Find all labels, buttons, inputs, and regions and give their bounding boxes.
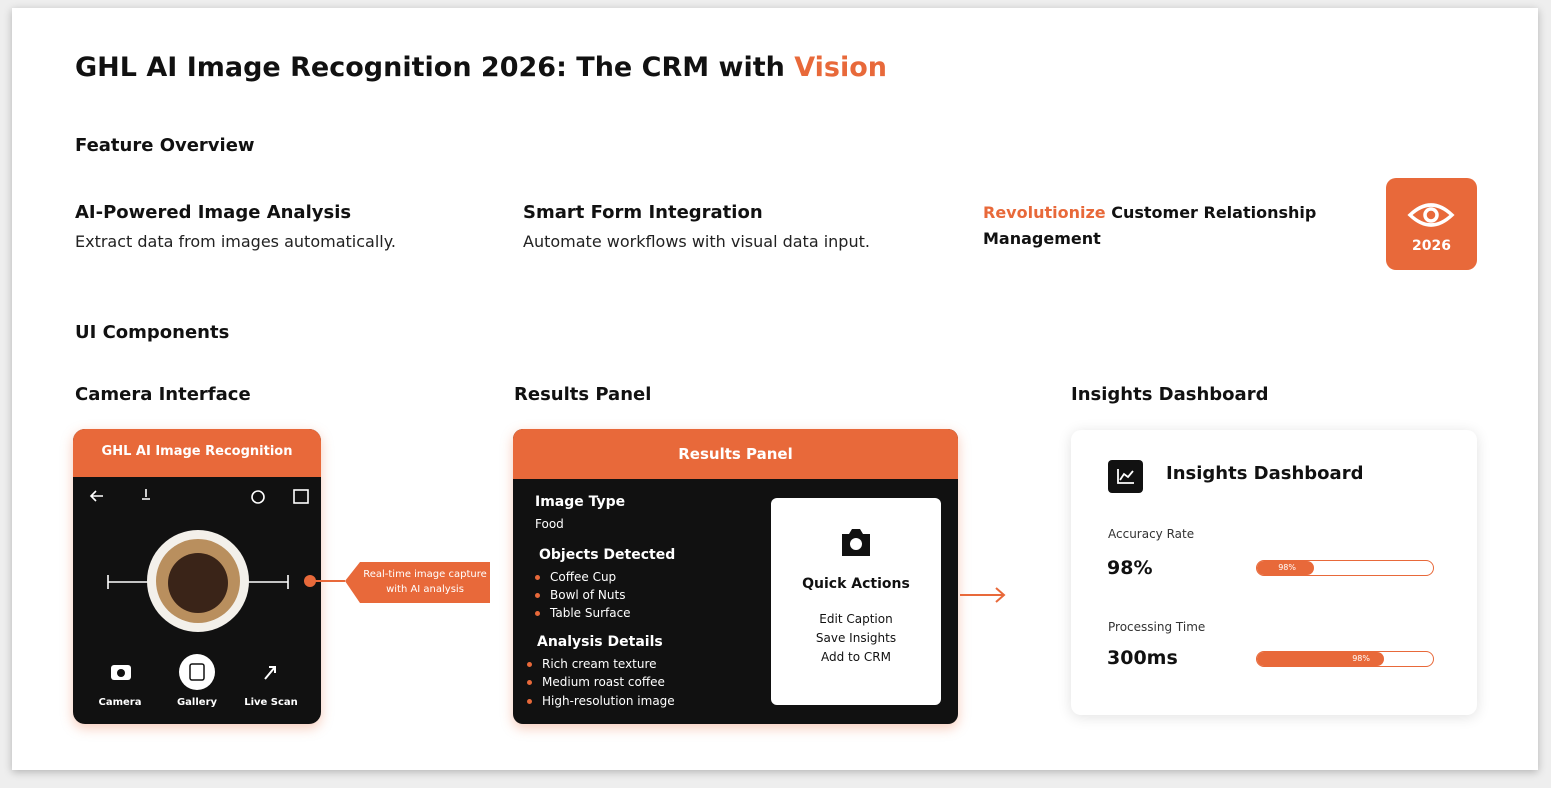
list-item: Medium roast coffee — [527, 675, 665, 689]
live-scan-icon[interactable] — [264, 666, 276, 680]
title-text: GHL AI Image Recognition 2026: The CRM w… — [75, 52, 785, 83]
camera-lens — [850, 538, 862, 550]
arrow-path — [960, 587, 1006, 603]
card-title: Insights Dashboard — [1166, 463, 1364, 484]
camera-view — [89, 489, 309, 690]
callout-shape — [304, 562, 490, 603]
list-item: Coffee Cup — [535, 570, 616, 584]
progress-label: 98% — [1352, 654, 1370, 663]
progress-track: 98% — [1256, 651, 1434, 667]
coffee — [168, 553, 228, 613]
label: Objects Detected — [539, 547, 676, 563]
badge: 2026 — [1386, 178, 1477, 270]
nav-label[interactable]: Live Scan — [244, 697, 298, 708]
results-panel: Results Panel Image Type Food Objects De… — [513, 429, 958, 724]
feature-text: Automate workflows with visual data inpu… — [523, 232, 870, 251]
nav-label[interactable]: Camera — [98, 697, 142, 708]
progress-fill: 98% — [1257, 561, 1314, 575]
arrow — [960, 587, 1006, 603]
action[interactable]: Save Insights — [815, 631, 897, 645]
section-heading: Feature Overview — [75, 135, 255, 156]
title: GHL AI Image Recognition 2026: The CRM w… — [75, 52, 887, 83]
label: Image Type — [535, 494, 626, 510]
panel-header: Results Panel — [513, 429, 958, 479]
list-item: Bowl of Nuts — [535, 588, 625, 602]
camera-icon — [842, 529, 870, 556]
progress-label: 98% — [1278, 563, 1296, 572]
gallery-icon — [189, 663, 205, 681]
progress-track: 98% — [1256, 560, 1434, 576]
metric-label: Accuracy Rate — [1108, 527, 1195, 541]
list-item: Table Surface — [535, 606, 631, 620]
insights-dashboard: Insights Dashboard Accuracy Rate 98% 98%… — [1071, 430, 1477, 715]
eye-outline — [1407, 203, 1455, 227]
tagline-text: Customer Relationship Management — [983, 203, 1317, 248]
feature-title: Smart Form Integration — [523, 202, 763, 223]
title-highlight: Vision — [794, 52, 888, 83]
component-heading: Insights Dashboard — [1071, 384, 1269, 405]
icon-line — [1117, 469, 1134, 484]
app-header: GHL AI Image Recognition — [73, 429, 321, 477]
layout-icon[interactable] — [293, 489, 309, 504]
component-heading: Camera Interface — [75, 384, 251, 405]
mic-icon[interactable] — [142, 489, 150, 500]
action[interactable]: Add to CRM — [821, 650, 891, 664]
eye-pupil — [1423, 207, 1439, 223]
metric-label: Processing Time — [1108, 620, 1206, 634]
component-heading: Results Panel — [514, 384, 652, 405]
feature-text: Extract data from images automatically. — [75, 232, 396, 251]
nav-label[interactable]: Gallery — [176, 697, 218, 708]
list-item: Rich cream texture — [527, 657, 657, 671]
tagline-highlight: Revolutionize — [983, 203, 1106, 222]
list-item: High-resolution image — [527, 694, 675, 708]
label: Analysis Details — [537, 634, 663, 650]
quick-actions-title: Quick Actions — [802, 576, 910, 592]
callout-box — [345, 562, 490, 603]
quick-actions: Quick Actions Edit Caption Save Insights… — [771, 498, 941, 705]
back-icon[interactable] — [89, 490, 103, 502]
timer-icon[interactable] — [251, 490, 265, 504]
metric-value: 300ms — [1107, 647, 1178, 669]
callout-text: Real-time image capture with AI analysis — [363, 569, 487, 595]
badge-year: 2026 — [1412, 238, 1451, 254]
icon-bg — [1108, 460, 1143, 493]
section-heading: UI Components — [75, 322, 230, 343]
action[interactable]: Edit Caption — [819, 612, 893, 626]
chart-icon — [1108, 460, 1143, 493]
camera-interface: GHL AI Image Recognition Camera Gallery … — [73, 429, 321, 724]
metric-value: 98% — [1107, 557, 1153, 579]
tagline: Revolutionize Customer Relationship Mana… — [983, 200, 1343, 252]
gallery-button[interactable] — [179, 654, 215, 690]
progress-fill: 98% — [1257, 652, 1384, 666]
feature-title: AI-Powered Image Analysis — [75, 202, 352, 223]
camera-lens — [117, 669, 125, 677]
value: Food — [535, 517, 564, 531]
eye-icon — [1407, 203, 1455, 227]
